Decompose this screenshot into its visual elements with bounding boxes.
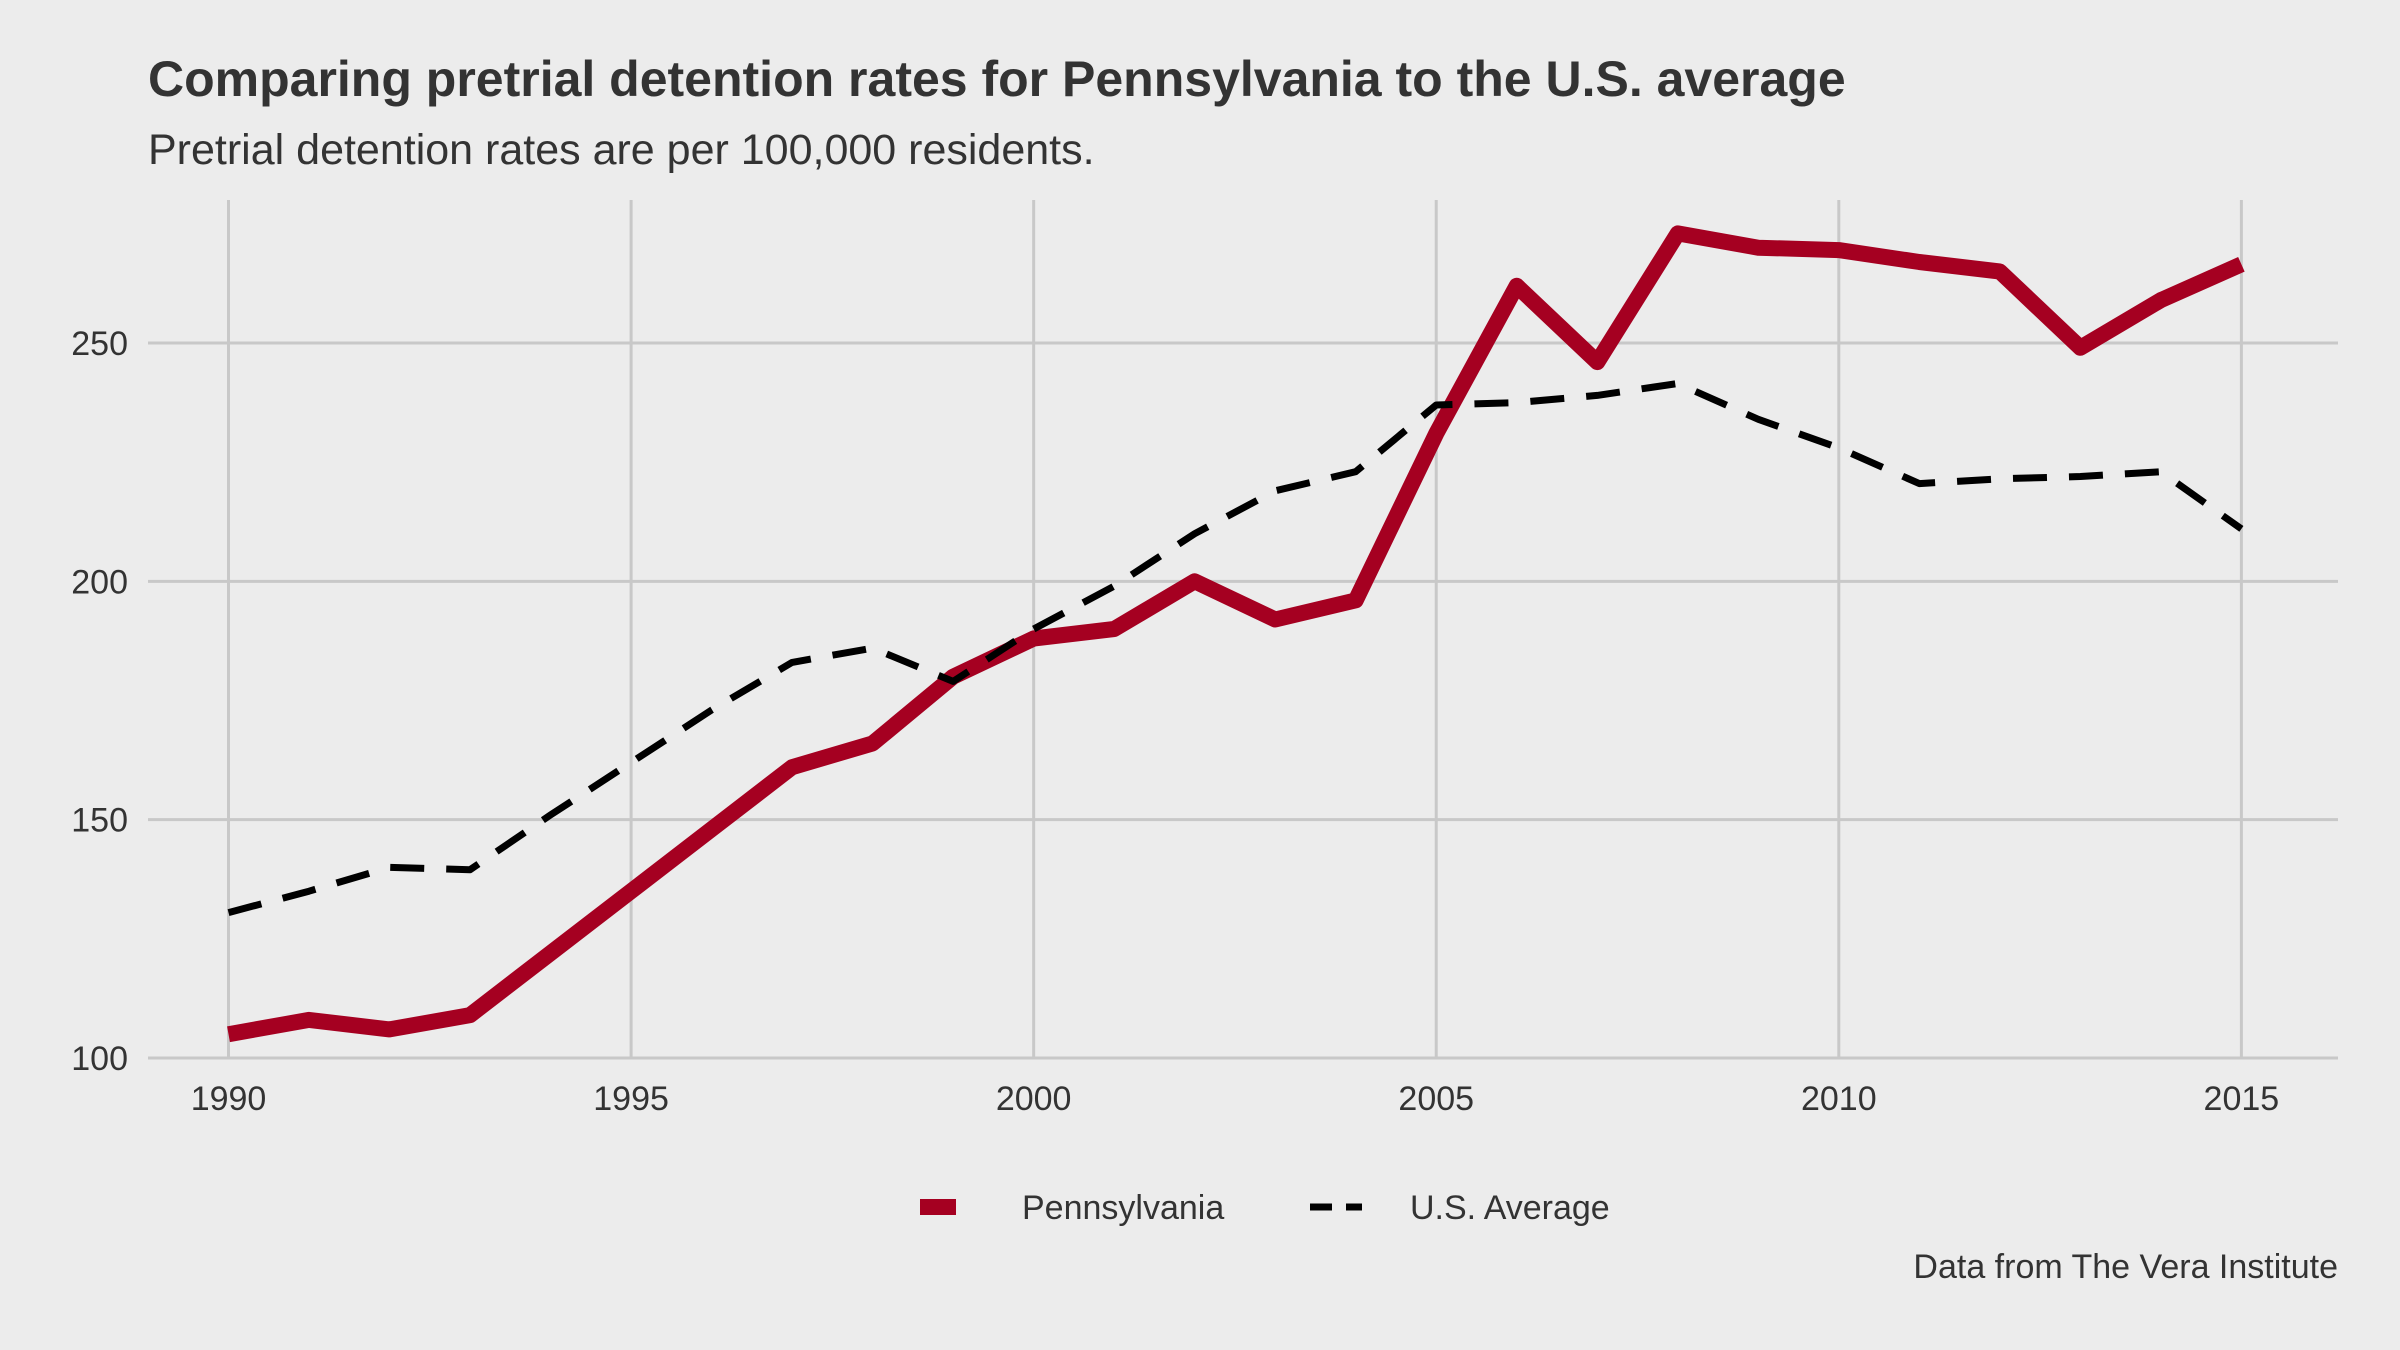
chart-subtitle: Pretrial detention rates are per 100,000… xyxy=(148,126,1095,174)
legend-label: Pennsylvania xyxy=(1022,1189,1224,1227)
legend-label: U.S. Average xyxy=(1410,1189,1610,1227)
x-tick-label: 2015 xyxy=(2204,1080,2280,1118)
y-tick-label: 100 xyxy=(71,1040,128,1078)
x-axis: 1990 1995 2000 2005 2010 2015 xyxy=(191,1080,2280,1118)
series-line-us-average xyxy=(227,380,2244,916)
y-tick-label: 250 xyxy=(71,325,128,363)
x-tick-label: 2000 xyxy=(996,1080,1072,1118)
series-line-pennsylvania xyxy=(227,225,2245,1043)
x-tick-label: 2010 xyxy=(1801,1080,1877,1118)
plot-series xyxy=(227,225,2245,1043)
legend: Pennsylvania U.S. Average xyxy=(920,1189,1610,1227)
x-tick-label: 2005 xyxy=(1398,1080,1474,1118)
caption: Data from The Vera Institute xyxy=(1913,1248,2338,1286)
y-axis: 100 150 200 250 xyxy=(71,325,128,1078)
x-tick-label: 1990 xyxy=(191,1080,267,1118)
x-tick-label: 1995 xyxy=(593,1080,669,1118)
y-tick-label: 150 xyxy=(71,802,128,840)
grid-lines xyxy=(148,200,2338,1060)
chart-title: Comparing pretrial detention rates for P… xyxy=(148,51,1846,107)
y-tick-label: 200 xyxy=(71,563,128,601)
